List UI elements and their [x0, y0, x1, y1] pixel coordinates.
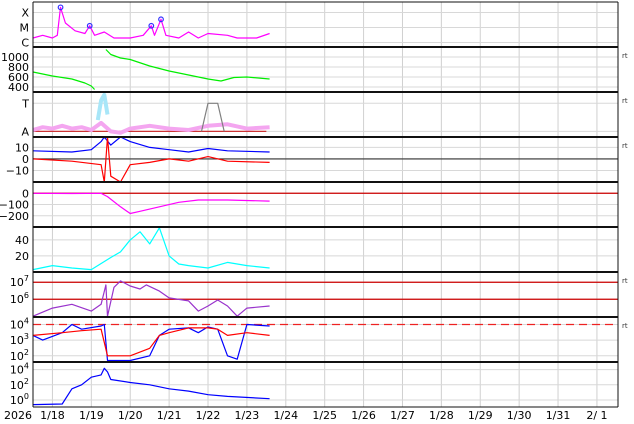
y-tick-label: 600 — [8, 71, 29, 84]
series-line — [32, 323, 270, 362]
y-tick-label: 400 — [8, 81, 29, 94]
series-line — [32, 6, 270, 39]
y-tick-label: 103 — [10, 332, 29, 347]
series-line — [32, 280, 270, 317]
series-line — [32, 367, 270, 406]
series-line — [32, 136, 270, 183]
y-tick-label: M — [20, 21, 30, 34]
y-tick-label: 800 — [8, 61, 29, 74]
x-tick-label: 1/24 — [273, 409, 298, 422]
flare-marker — [57, 4, 64, 11]
x-tick-label: 1/25 — [312, 409, 337, 422]
right-panel-label: rt — [622, 322, 628, 330]
right-panel-label: rt — [622, 52, 628, 60]
x-tick-label: 1/19 — [79, 409, 104, 422]
y-tick-label: 100 — [10, 392, 29, 407]
y-tick-label: −10 — [6, 164, 29, 177]
x-tick-label: 1/27 — [390, 409, 415, 422]
flare-marker — [158, 16, 164, 23]
y-tick-label: 102 — [10, 348, 29, 363]
y-tick-label: A — [21, 125, 29, 138]
x-tick-label: 1/20 — [118, 409, 143, 422]
y-tick-label: −100 — [0, 199, 29, 212]
y-tick-label: 104 — [10, 316, 29, 331]
x-tick-label: 1/18 — [40, 409, 65, 422]
x-tick-label: 2/ 1 — [586, 409, 607, 422]
right-panel-label: rt — [622, 142, 628, 150]
y-tick-label: 20 — [15, 250, 29, 263]
y-tick-label: 10 — [15, 141, 29, 154]
y-tick-label: 107 — [10, 274, 29, 289]
right-panel-label: rt — [622, 97, 628, 105]
series-line — [32, 71, 96, 90]
y-tick-label: 40 — [15, 234, 29, 247]
series-line — [105, 49, 270, 82]
x-tick-label: 1/23 — [235, 409, 260, 422]
y-tick-label: X — [21, 6, 29, 19]
y-tick-label: 0 — [22, 153, 29, 166]
x-tick-label: 1/26 — [351, 409, 376, 422]
y-tick-label: 0 — [22, 187, 29, 200]
y-tick-label: 102 — [10, 377, 29, 392]
series-line — [32, 136, 270, 153]
series-line — [32, 327, 270, 357]
x-tick-label: 1/22 — [196, 409, 221, 422]
y-tick-label: 1000 — [1, 51, 29, 64]
x-tick-label: 1/28 — [429, 409, 454, 422]
x-tick-label: 1/31 — [546, 409, 571, 422]
series-line — [32, 227, 270, 271]
right-panel-label: rt — [622, 277, 628, 285]
y-tick-label: C — [21, 36, 29, 49]
series-line — [95, 92, 110, 121]
series-line — [200, 102, 225, 132]
series-line — [32, 120, 270, 135]
series-line — [32, 192, 270, 215]
x-year-label: 2026 — [4, 409, 32, 422]
y-tick-label: 106 — [10, 291, 29, 306]
flare-marker — [86, 22, 93, 29]
x-tick-label: 1/29 — [468, 409, 493, 422]
x-tick-label: 1/30 — [507, 409, 532, 422]
x-tick-label: 1/21 — [157, 409, 182, 422]
y-tick-label: −200 — [0, 210, 29, 223]
y-tick-label: T — [21, 97, 29, 110]
flare-marker — [148, 22, 155, 29]
y-tick-label: 104 — [10, 362, 29, 377]
